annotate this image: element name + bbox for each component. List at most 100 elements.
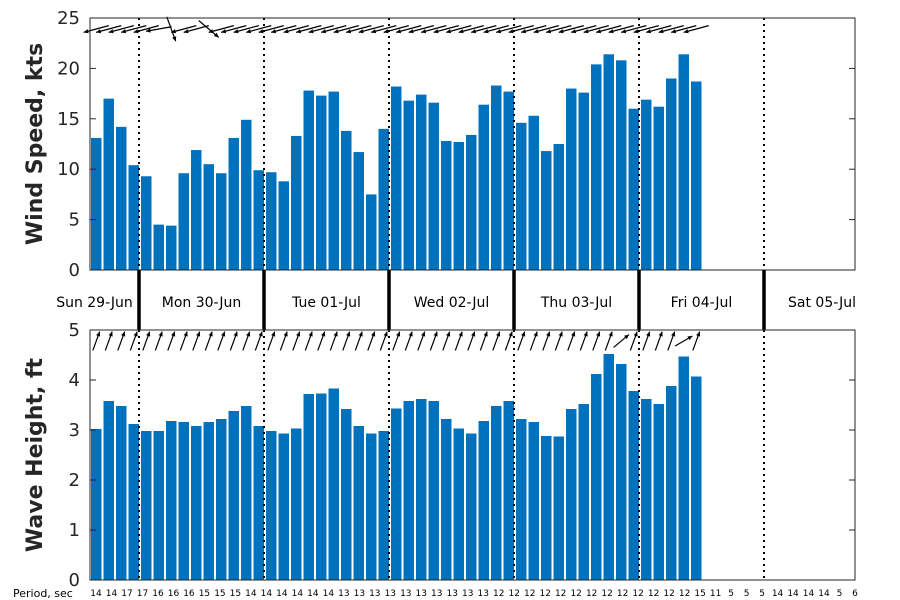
wave-height-direction-arrow [379,331,388,351]
period-axis-label: Period, sec [13,587,73,600]
wave-height-direction-arrow [467,331,476,351]
arrow-head [446,331,451,337]
day-label: Sun 29-Jun [56,295,133,311]
wind-speed-bar [103,98,114,270]
period-value: 13 [462,589,473,599]
wave-height-bar [403,401,414,580]
wave-height-bar [503,401,514,580]
arrow-head [633,29,639,34]
wind-speed-direction-arrow [533,25,559,34]
wave-height-direction-arrow [217,331,226,351]
wave-height-direction-arrow [192,331,201,351]
arrow-head [458,29,464,34]
arrow-head [533,29,539,34]
arrow-head [671,331,676,337]
wave-height-bar [666,386,677,580]
wind-speed-direction-arrow [271,25,297,34]
wind-speed-direction-arrow [433,25,459,34]
arrow-head [183,29,189,34]
wave-height-direction-arrow [517,331,526,351]
arrow-head [521,331,526,337]
wave-height-direction-arrow [342,331,351,351]
period-value: 14 [106,589,118,599]
wave-height-bar [116,406,127,580]
wave-height-direction-arrow [92,331,101,351]
wind-speed-direction-arrow [171,25,197,34]
arrow-head [433,29,439,34]
wave-height-direction-arrow [429,331,438,351]
wind-speed-direction-arrow [258,25,284,34]
arrow-head [558,331,563,337]
wind-speed-direction-arrow [621,25,647,34]
period-value: 13 [447,589,458,599]
period-value: 12 [679,589,690,599]
arrow-head [208,331,213,337]
arrow-head [508,331,513,337]
wind-speed-direction-arrow [358,25,384,34]
arrow-head [496,29,502,34]
wind-speed-bar [366,194,377,270]
arrow-head [546,331,551,337]
y-tick-label: 3 [69,420,80,441]
wind-speed-bar [603,54,614,271]
wind-speed-bar [441,140,452,270]
period-value: 12 [617,589,628,599]
wind-speed-bar [453,141,464,270]
wind-speed-panel: 0 5 10 15 20 25 Wind Speed, kts [23,8,856,281]
wave-height-bar [353,426,364,580]
period-value: 5 [728,589,734,599]
arrow-head [308,331,313,337]
arrow-head [596,29,602,34]
period-value: 12 [508,589,519,599]
wave-height-bar [103,401,114,580]
wind-speed-direction-arrow [333,25,359,34]
arrow-head [533,331,538,337]
wind-speed-direction-arrow [446,25,472,34]
arrow-head [213,32,219,38]
wave-height-bar [416,399,427,580]
period-value: 15 [694,589,705,599]
arrow-head [621,29,627,34]
wind-speed-bar [266,172,277,270]
arrow-head [145,28,151,33]
wave-height-bar [253,426,264,580]
wave-height-direction-arrow [567,331,576,351]
wave-height-bar [453,428,464,580]
wind-speed-direction-arrow [471,25,497,34]
arrow-head [158,331,163,337]
arrow-head [321,331,326,337]
arrow-head [671,29,677,34]
arrow-head [296,331,301,337]
wind-speed-direction-arrow [198,20,220,38]
arrow-head [658,331,663,337]
wave-height-direction-arrow [367,331,376,351]
period-value: 14 [276,589,288,599]
wind-speed-axes-frame [89,17,856,271]
wind-speed-direction-arrow [208,25,234,34]
arrow-head [558,29,564,34]
wave-height-direction-arrow [292,331,301,351]
wind-speed-bar [241,119,252,270]
arrow-head [171,29,177,34]
arrow-head [358,331,363,337]
period-value: 16 [152,589,164,599]
wave-height-bar [378,431,389,580]
wave-height-bar [541,436,552,580]
arrow-head [171,331,176,337]
arrow-head [308,29,314,34]
arrow-head [333,29,339,34]
wind-speed-bar [91,137,102,270]
wave-height-bar [341,409,352,580]
wave-height-bar [428,401,439,580]
wind-speed-bar [678,54,689,271]
wind-speed-direction-arrow [233,25,259,34]
wave-height-direction-arrow [304,331,313,351]
arrow-head [408,29,414,34]
wave-height-direction-arrow [154,331,163,351]
period-value: 12 [632,589,643,599]
arrow-head [108,331,113,337]
arrow-head [383,29,389,34]
y-tick-label: 20 [57,58,80,79]
wave-height-direction-arrow [579,331,588,351]
wind-speed-bar [641,99,652,270]
